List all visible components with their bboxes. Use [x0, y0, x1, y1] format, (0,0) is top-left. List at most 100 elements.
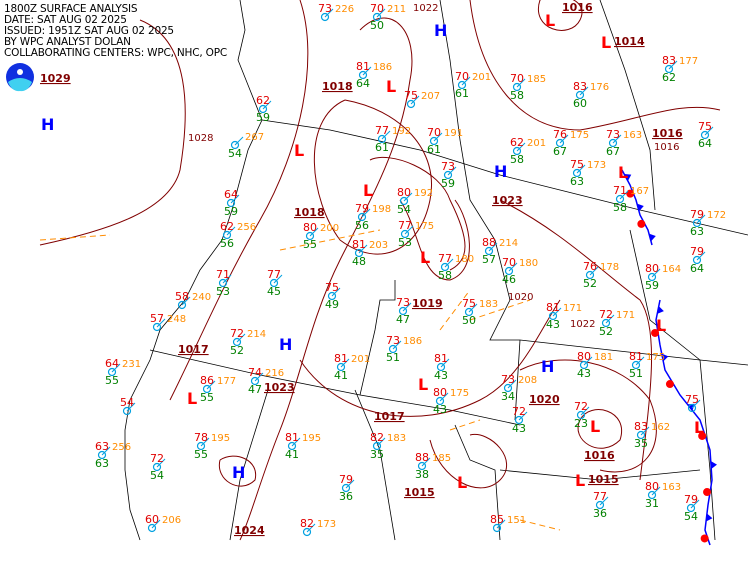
pressure-center: H: [494, 162, 507, 181]
station-circle-icon: [514, 415, 524, 425]
wind-barb-icon: [440, 358, 450, 368]
wind-barb-icon: [101, 446, 111, 456]
station-pressure: 186: [373, 62, 392, 73]
station-temperature: 54: [120, 396, 134, 409]
station-pressure: 256: [237, 222, 256, 233]
station-circle-icon: [692, 255, 702, 265]
station-circle-icon: [230, 140, 240, 150]
station-dewpoint: 55: [200, 391, 214, 404]
station-dewpoint: 61: [375, 141, 389, 154]
state-border-line: [354, 389, 396, 541]
wind-barb-icon: [599, 496, 609, 506]
wind-barb-icon: [234, 136, 244, 146]
station-circle-icon: [429, 136, 439, 146]
station-temperature: 75: [685, 393, 699, 406]
warm-front-semicircle: [700, 534, 709, 543]
station-circle-icon: [177, 300, 187, 310]
warm-front-semicircle: [698, 431, 707, 440]
isobar: [239, 17, 413, 541]
isobar-label: 1022: [413, 3, 438, 14]
wind-barb-icon: [230, 194, 240, 204]
station-temperature: 81: [546, 301, 560, 314]
high-pressure-center: H: [541, 357, 554, 376]
central-pressure-label: 1029: [40, 72, 71, 85]
station-temperature: 80: [303, 221, 317, 234]
station-temperature: 71: [216, 268, 230, 281]
station-dewpoint: 63: [570, 175, 584, 188]
wind-barb-icon: [291, 437, 301, 447]
state-border-line: [499, 469, 701, 481]
station-pressure: 200: [320, 223, 339, 234]
low-pressure-center: L: [363, 181, 373, 200]
wind-barb-icon: [447, 166, 457, 176]
wind-barb-icon: [403, 192, 413, 202]
warm-front-semicircle: [703, 488, 712, 497]
low-pressure-center: L: [601, 33, 611, 52]
station-circle-icon: [196, 441, 206, 451]
noaa-logo-wave: [8, 78, 32, 92]
station-dewpoint: 41: [334, 369, 348, 382]
station-plot: 60 206: [145, 513, 181, 533]
station-temperature: 64: [105, 357, 119, 370]
central-pressure-label: 1024: [234, 524, 265, 537]
wind-barb-icon: [651, 268, 661, 278]
wind-barb-icon: [254, 372, 264, 382]
wind-barb-icon: [619, 190, 629, 200]
station-temperature: 73: [318, 2, 332, 15]
station-temperature: 73: [441, 160, 455, 173]
wind-barb-icon: [433, 132, 443, 142]
station-circle-icon: [287, 441, 297, 451]
low-pressure-center: L: [575, 471, 585, 490]
station-temperature: 74: [248, 366, 262, 379]
station-pressure: 175: [450, 388, 469, 399]
central-pressure: 1029: [40, 72, 71, 85]
central-pressure: 1015: [404, 486, 435, 499]
warm-front-semicircle: [637, 219, 646, 228]
station-circle-icon: [358, 70, 368, 80]
isobar-label-group: 1022: [570, 319, 595, 330]
station-dewpoint: 46: [502, 273, 516, 286]
station-circle-icon: [232, 337, 242, 347]
central-pressure: 1018: [322, 80, 353, 93]
station-circle-icon: [700, 130, 710, 140]
station-circle-icon: [457, 80, 467, 90]
station-temperature: 60: [145, 513, 159, 526]
wind-barb-icon: [376, 8, 386, 18]
station-circle-icon: [585, 270, 595, 280]
station-pressure: 163: [623, 130, 642, 141]
low-pressure-center: L: [420, 248, 430, 267]
station-temperature: 88: [415, 451, 429, 464]
low-pressure-center: L: [545, 11, 555, 30]
station-circle-icon: [440, 262, 450, 272]
station-circle-icon: [664, 64, 674, 74]
central-pressure: 1017: [178, 343, 209, 356]
station-circle-icon: [647, 272, 657, 282]
station-circle-icon: [692, 218, 702, 228]
wind-barb-icon: [361, 208, 371, 218]
wind-barb-icon: [651, 486, 661, 496]
pressure-center: L: [618, 163, 628, 182]
state-border-line: [454, 424, 501, 541]
surface-trough: [469, 299, 531, 321]
station-dewpoint: 60: [573, 97, 587, 110]
station-temperature: 83: [662, 54, 676, 67]
station-dewpoint: 50: [462, 314, 476, 327]
isobar: [218, 455, 257, 487]
station-circle-icon: [341, 483, 351, 493]
wind-barb-icon: [111, 363, 121, 373]
station-pressure: 178: [600, 262, 619, 273]
station-temperature: 64: [224, 188, 238, 201]
station-dewpoint: 53: [398, 236, 412, 249]
wind-barb-icon: [518, 411, 528, 421]
central-pressure-label: 1018: [322, 80, 353, 93]
